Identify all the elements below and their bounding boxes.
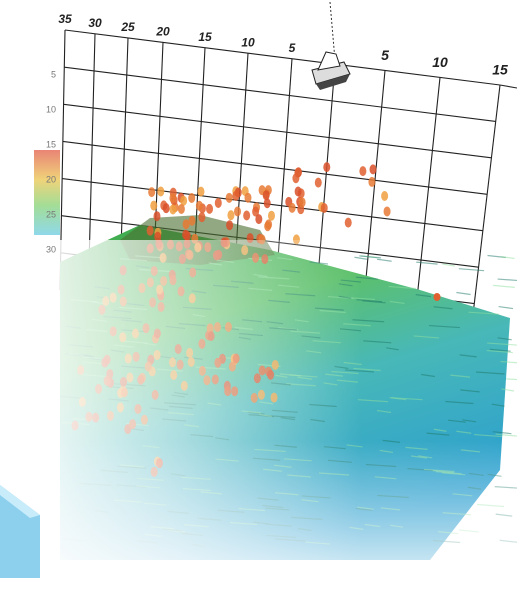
fish-echo <box>234 206 242 217</box>
grid-line <box>499 84 517 89</box>
fish-echo <box>225 192 233 203</box>
fish-echo <box>188 215 196 226</box>
starboard-label: 5 <box>381 47 389 63</box>
grid-line <box>64 29 501 86</box>
port-label: 5 <box>289 41 296 55</box>
fish-echo <box>262 190 270 201</box>
port-label: 15 <box>198 30 212 44</box>
fish-echo <box>150 200 158 211</box>
grid-line <box>62 140 488 195</box>
depth-label: 5 <box>51 69 56 79</box>
boat-icon <box>311 1 351 90</box>
fish-echo <box>292 173 300 184</box>
fish-echo <box>232 190 240 201</box>
fish-echo <box>226 220 234 231</box>
fish-echo <box>320 202 328 213</box>
port-label: 35 <box>58 12 72 26</box>
fish-echo <box>182 219 190 230</box>
fish-echo <box>154 231 162 242</box>
depth-label: 20 <box>46 174 56 184</box>
box-shape <box>0 485 40 518</box>
fish-echo <box>214 197 222 208</box>
starboard-label: 10 <box>432 54 448 70</box>
depth-label: 25 <box>46 209 56 219</box>
fish-echo <box>148 187 156 198</box>
fish-echo <box>177 203 185 214</box>
fish-echo <box>344 217 352 228</box>
fish-echo <box>188 192 196 203</box>
grid-line <box>62 178 483 232</box>
fish-echo <box>298 197 306 208</box>
starboard-label: 15 <box>492 62 508 78</box>
port-label: 30 <box>88 16 102 30</box>
fish-echo <box>146 225 154 236</box>
fish-echo <box>206 203 214 214</box>
fish-echo <box>383 206 391 217</box>
fish-echo <box>288 202 296 213</box>
fish-echo <box>263 198 271 209</box>
grid-line <box>63 103 492 159</box>
fish-echo <box>294 186 302 197</box>
fade <box>0 240 517 605</box>
fish-echo <box>252 206 260 217</box>
fish-echo <box>323 162 331 173</box>
fish-echo <box>157 186 165 197</box>
fish-echo <box>381 190 389 201</box>
fish-echo <box>195 200 203 211</box>
fish-echo <box>359 166 367 177</box>
depth-label: 10 <box>46 104 56 114</box>
fish-echo <box>197 186 205 197</box>
port-label: 25 <box>120 20 135 34</box>
fish-echo <box>267 210 275 221</box>
fish-echo <box>244 192 252 203</box>
depth-label: 30 <box>46 244 56 254</box>
fish-echo <box>368 176 376 187</box>
fish-echo <box>180 195 188 206</box>
depth-label: 15 <box>46 139 56 149</box>
fish-echo <box>369 164 377 175</box>
fish-echo <box>183 230 191 241</box>
fish-echo <box>255 214 263 225</box>
grid-line <box>64 66 496 122</box>
port-label: 20 <box>155 25 170 39</box>
fish-echo <box>265 219 273 230</box>
fish-echo <box>169 204 177 215</box>
fish-echo <box>169 193 177 204</box>
fish-echo <box>162 203 170 214</box>
fish-echo <box>314 177 322 188</box>
fish-echo <box>198 212 206 223</box>
color-scale <box>34 150 60 235</box>
fish-echo <box>227 210 235 221</box>
port-label: 10 <box>241 35 255 49</box>
fish-echo <box>243 210 251 221</box>
fish-echo <box>153 211 161 222</box>
